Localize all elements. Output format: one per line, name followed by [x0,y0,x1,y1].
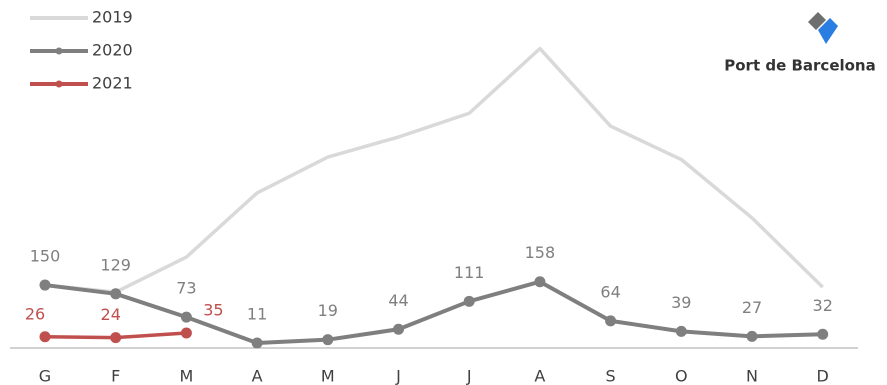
x-tick-label: J [466,367,472,385]
logo-text: Port de Barcelona [724,57,876,75]
x-tick-label: O [675,367,688,385]
data-label: 11 [247,305,267,324]
data-point [251,337,263,349]
x-tick-label: D [817,367,829,385]
data-point [110,332,122,344]
data-label: 24 [101,305,121,324]
data-label: 32 [813,296,833,315]
logo-icon-grey [808,12,826,30]
data-point [605,315,617,327]
logo: Port de Barcelona [724,12,876,75]
data-point [39,279,51,291]
x-tick-label: A [534,367,545,385]
data-label: 73 [176,279,196,298]
x-tick-label: M [179,367,193,385]
data-label: 129 [100,255,131,274]
x-tick-label: A [252,367,263,385]
data-label: 150 [30,247,61,266]
legend-marker [55,47,63,55]
data-point [180,311,192,323]
x-tick-label: N [746,367,758,385]
data-label: 26 [25,304,45,323]
data-label: 19 [318,301,338,320]
data-point [393,323,404,335]
data-point [39,331,51,343]
data-point [463,295,475,307]
logo-icon-blue [818,18,838,44]
data-point [180,327,192,339]
x-tick-label: F [111,367,120,385]
data-label: 44 [388,291,408,310]
x-tick-label: G [39,367,51,385]
data-label: 27 [742,298,762,317]
x-tick-label: M [321,367,335,385]
x-tick-label: J [395,367,401,385]
series-line [44,279,823,346]
data-point [746,330,758,342]
data-label: 158 [525,243,556,262]
series-line [44,46,824,294]
legend-marker [55,80,63,88]
x-tick-label: S [606,367,616,385]
data-point [322,334,334,346]
legend-label: 2021 [92,74,133,93]
legend-label: 2019 [92,8,133,27]
data-label: 64 [600,282,620,301]
data-label: 39 [671,293,691,312]
data-point [110,288,122,300]
data-point [675,325,687,337]
legend-label: 2020 [92,41,133,60]
data-label: 35 [203,301,223,320]
data-point [817,328,829,340]
data-label: 111 [454,263,485,282]
data-point [534,276,546,288]
